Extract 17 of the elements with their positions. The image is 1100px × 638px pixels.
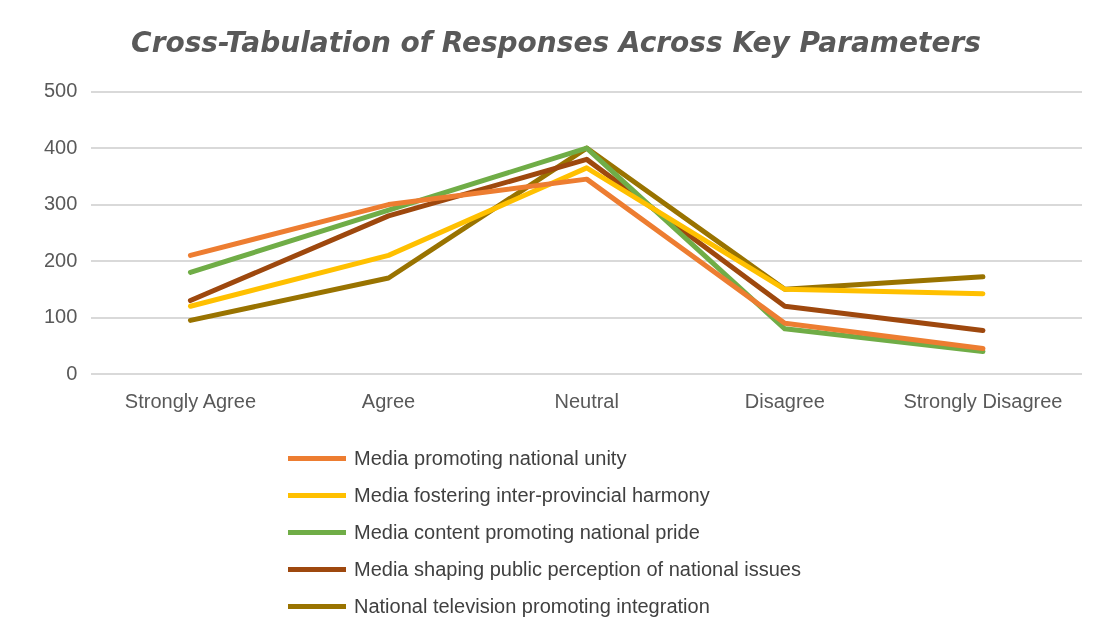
legend-label: National television promoting integration: [354, 595, 710, 618]
y-tick-label: 400: [43, 135, 78, 158]
x-tick-label: Disagree: [744, 389, 825, 412]
y-tick-label: 100: [43, 305, 78, 328]
y-tick-label: 200: [43, 248, 78, 271]
x-tick-label: Neutral: [554, 389, 619, 412]
x-tick-label: Agree: [361, 389, 416, 412]
y-tick-label: 500: [43, 79, 78, 102]
x-tick-label: Strongly Disagree: [903, 389, 1063, 412]
legend-label: Media promoting national unity: [354, 447, 627, 470]
x-tick-label: Strongly Agree: [124, 389, 257, 412]
legend-label: Media fostering inter-provincial harmony: [354, 484, 710, 507]
legend-label: Media content promoting national pride: [354, 521, 700, 544]
y-tick-label: 300: [43, 192, 78, 215]
chart-title: Cross-Tabulation of Responses Across Key Parameters: [131, 26, 981, 60]
y-tick-label: 0: [66, 361, 78, 384]
legend-label: Media shaping public perception of national issues: [354, 558, 801, 581]
